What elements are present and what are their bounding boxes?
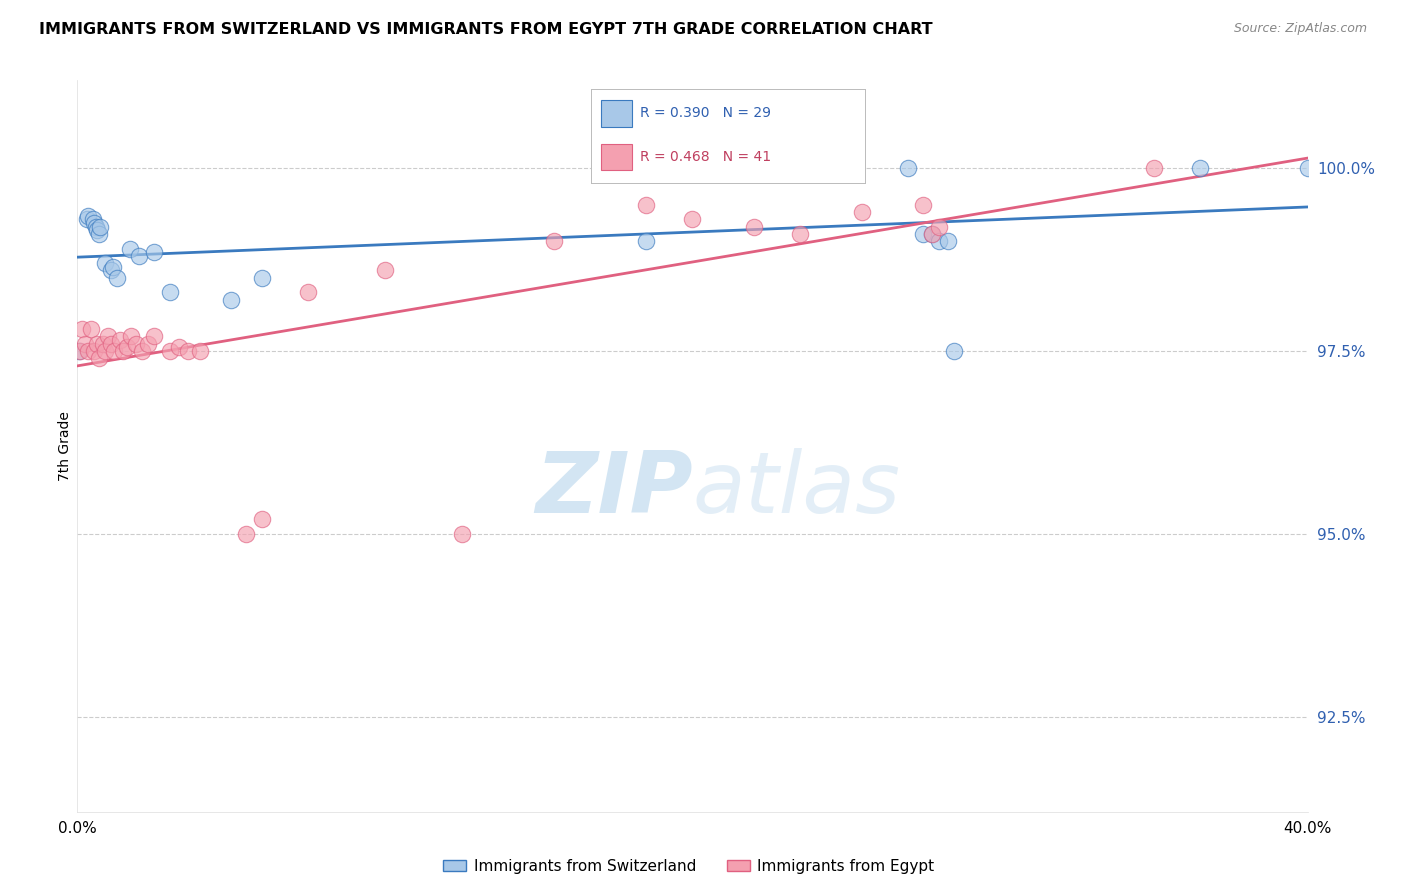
Point bbox=[89, 219, 111, 234]
Point bbox=[235, 526, 257, 541]
Point bbox=[100, 263, 122, 277]
Point bbox=[67, 343, 90, 358]
Point bbox=[177, 343, 200, 358]
Legend: Immigrants from Switzerland, Immigrants from Egypt: Immigrants from Switzerland, Immigrants … bbox=[437, 853, 941, 880]
Point bbox=[86, 336, 108, 351]
Point bbox=[94, 256, 117, 270]
Text: R = 0.390   N = 29: R = 0.390 N = 29 bbox=[640, 106, 770, 120]
Text: ZIP: ZIP bbox=[534, 449, 693, 532]
Point bbox=[143, 245, 166, 260]
Bar bbox=[602, 101, 631, 127]
Point bbox=[682, 212, 704, 227]
Point bbox=[921, 227, 943, 241]
Point bbox=[912, 227, 935, 241]
Text: atlas: atlas bbox=[693, 449, 900, 532]
Point bbox=[636, 197, 658, 211]
Point bbox=[250, 270, 273, 285]
Point bbox=[118, 242, 141, 256]
Point bbox=[374, 263, 396, 277]
Point bbox=[77, 209, 100, 223]
Point bbox=[87, 227, 110, 241]
Point bbox=[167, 340, 190, 354]
Point bbox=[450, 526, 472, 541]
Point bbox=[912, 197, 935, 211]
Point bbox=[103, 343, 125, 358]
Point bbox=[89, 351, 111, 366]
Point bbox=[115, 340, 138, 354]
Point bbox=[250, 512, 273, 526]
Point bbox=[83, 343, 105, 358]
Point bbox=[110, 333, 132, 347]
Point bbox=[742, 219, 765, 234]
Y-axis label: 7th Grade: 7th Grade bbox=[58, 411, 72, 481]
Point bbox=[851, 205, 873, 219]
Point bbox=[128, 249, 150, 263]
Point bbox=[219, 293, 242, 307]
Point bbox=[105, 270, 128, 285]
Point bbox=[188, 343, 212, 358]
Bar bbox=[602, 144, 631, 169]
Point bbox=[70, 322, 93, 336]
Point bbox=[120, 329, 142, 343]
Point bbox=[80, 322, 103, 336]
Point bbox=[159, 343, 181, 358]
Point bbox=[91, 336, 114, 351]
Point bbox=[76, 212, 98, 227]
Point bbox=[1143, 161, 1166, 175]
Point bbox=[82, 212, 104, 227]
Point bbox=[789, 227, 811, 241]
Point bbox=[1188, 161, 1211, 175]
Point bbox=[100, 336, 122, 351]
Point bbox=[1296, 161, 1319, 175]
Point bbox=[1312, 161, 1334, 175]
Point bbox=[86, 223, 108, 237]
Text: Source: ZipAtlas.com: Source: ZipAtlas.com bbox=[1233, 22, 1367, 36]
Point bbox=[143, 329, 166, 343]
Point bbox=[936, 234, 959, 248]
Point bbox=[159, 285, 181, 300]
Point bbox=[125, 336, 148, 351]
Point bbox=[83, 216, 105, 230]
Point bbox=[928, 234, 950, 248]
Point bbox=[942, 343, 965, 358]
Point bbox=[112, 343, 135, 358]
Text: IMMIGRANTS FROM SWITZERLAND VS IMMIGRANTS FROM EGYPT 7TH GRADE CORRELATION CHART: IMMIGRANTS FROM SWITZERLAND VS IMMIGRANT… bbox=[39, 22, 934, 37]
Point bbox=[97, 329, 120, 343]
Point bbox=[543, 234, 565, 248]
Point bbox=[69, 343, 91, 358]
Point bbox=[921, 227, 943, 241]
Point bbox=[84, 219, 107, 234]
Point bbox=[77, 343, 100, 358]
Point bbox=[94, 343, 117, 358]
Point bbox=[297, 285, 319, 300]
Point bbox=[636, 234, 658, 248]
Point bbox=[928, 219, 950, 234]
Point bbox=[897, 161, 920, 175]
Point bbox=[73, 336, 96, 351]
Point bbox=[101, 260, 124, 274]
Point bbox=[131, 343, 153, 358]
Point bbox=[758, 161, 780, 175]
Text: R = 0.468   N = 41: R = 0.468 N = 41 bbox=[640, 150, 770, 163]
Point bbox=[136, 336, 159, 351]
